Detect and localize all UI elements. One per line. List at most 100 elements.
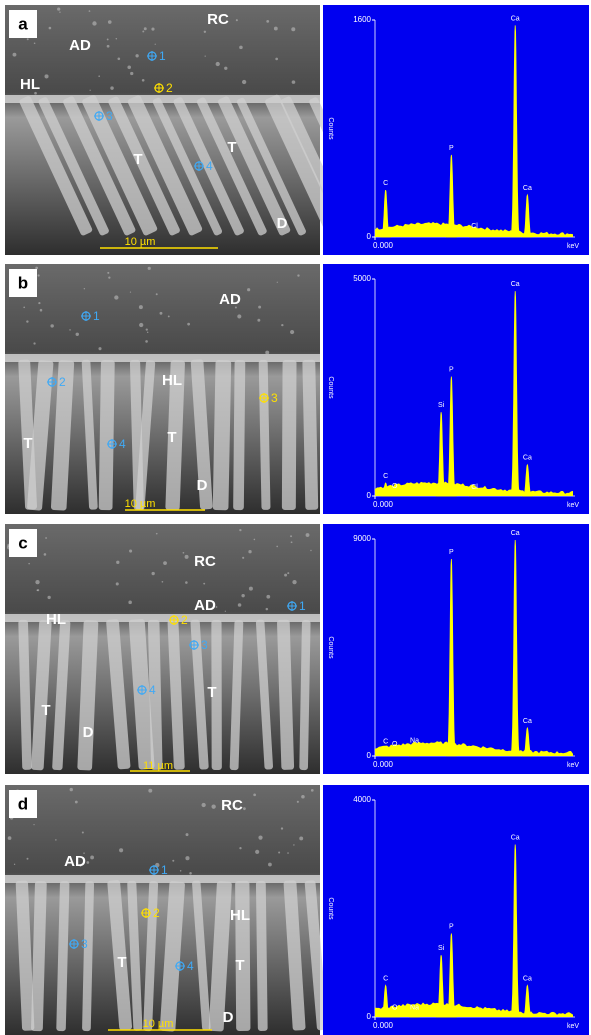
speckle [275, 57, 279, 61]
peak [389, 750, 401, 757]
speckle [235, 19, 238, 22]
x-axis-label: keV [567, 502, 579, 509]
x-axis-label: keV [567, 1023, 579, 1030]
peak [445, 376, 457, 497]
speckle [154, 43, 156, 45]
peak-label: Ca [523, 718, 532, 725]
speckle [235, 806, 238, 809]
peak [522, 984, 533, 1018]
y-tick-label: 0 [367, 751, 372, 760]
speckle [106, 44, 110, 48]
speckle [284, 573, 288, 577]
continuum [375, 741, 573, 756]
resin-tag [196, 97, 267, 236]
y-tick-label: 9000 [353, 534, 371, 543]
speckle [237, 603, 242, 607]
hybrid-layer [5, 614, 320, 622]
speckle [155, 293, 158, 296]
region-label: HL [46, 611, 66, 628]
speckle [35, 266, 39, 270]
speckle [74, 800, 78, 804]
speckle [239, 45, 243, 50]
resin-tag [218, 96, 291, 236]
speckle [12, 52, 17, 57]
point-number: 4 [206, 159, 213, 173]
peak [522, 463, 533, 497]
continuum [375, 222, 573, 237]
speckle [139, 322, 144, 328]
speckle [107, 20, 112, 24]
resin-tag [56, 881, 70, 1032]
speckle [276, 281, 278, 283]
hybrid-layer [5, 875, 320, 883]
point-number: 3 [201, 638, 208, 652]
speckle [115, 582, 119, 586]
speckle [163, 561, 167, 566]
region-label: D [83, 724, 94, 741]
speckle [297, 274, 300, 277]
resin-tag [283, 880, 306, 1031]
speckle [26, 857, 29, 860]
point-number: 4 [187, 959, 194, 973]
speckle [13, 863, 16, 866]
speckle [69, 787, 73, 792]
speckle [234, 306, 237, 309]
speckle [273, 26, 278, 31]
speckle [310, 788, 314, 792]
peak [445, 154, 457, 238]
region-label: T [23, 435, 32, 452]
y-axis-label: Counts [327, 897, 334, 920]
speckle [23, 306, 26, 309]
resin-tag [236, 97, 306, 236]
resin-tag [304, 880, 328, 1031]
speckle [110, 86, 114, 90]
continuum [375, 481, 573, 496]
resin-tag [38, 97, 109, 236]
speckle [55, 839, 57, 841]
point-number: 3 [106, 109, 113, 123]
resin-tag [255, 619, 274, 770]
speckle [45, 537, 47, 539]
speckle [92, 21, 97, 26]
resin-tag [18, 619, 32, 770]
peak [509, 539, 521, 757]
point-number: 1 [161, 863, 168, 877]
speckle [26, 38, 29, 41]
resin-tag [277, 619, 295, 770]
x-axis-label: keV [567, 762, 579, 769]
speckle [258, 305, 262, 309]
speckle [129, 549, 133, 553]
speckle [48, 26, 52, 30]
peak-label: Ca [511, 281, 520, 288]
speckle [189, 871, 192, 875]
speckle [106, 38, 109, 41]
peak-label: Ca [511, 530, 520, 537]
speckle [215, 606, 218, 608]
panel-letter: c [18, 533, 27, 552]
peak [409, 1014, 420, 1018]
resin-tag [281, 360, 297, 511]
speckle [301, 794, 305, 799]
speckle [268, 862, 272, 867]
speckle [278, 851, 281, 854]
speckle [187, 322, 191, 326]
panel-letter: b [18, 273, 28, 292]
peak-label: P [449, 366, 454, 373]
speckle [38, 301, 41, 305]
speckle [26, 320, 29, 323]
speckle [172, 859, 175, 862]
speckle [81, 831, 84, 834]
speckle [182, 551, 185, 554]
speckle [83, 288, 86, 290]
speckle [185, 581, 188, 584]
speckle [293, 844, 295, 846]
speckle [88, 10, 91, 12]
speckle [57, 7, 61, 11]
resin-tag [50, 360, 75, 511]
speckle [266, 594, 271, 599]
peak-label: P [449, 549, 454, 556]
point-number: 2 [166, 81, 173, 95]
resin-tag [81, 359, 98, 510]
speckle [287, 852, 289, 854]
y-tick-label: 4000 [353, 795, 371, 804]
